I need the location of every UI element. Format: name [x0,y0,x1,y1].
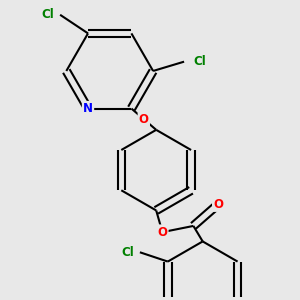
Text: O: O [139,113,149,126]
Text: O: O [213,198,223,211]
Text: Cl: Cl [41,8,54,21]
Text: N: N [83,102,93,115]
Text: Cl: Cl [194,55,206,68]
Text: O: O [158,226,167,238]
Text: Cl: Cl [121,246,134,259]
